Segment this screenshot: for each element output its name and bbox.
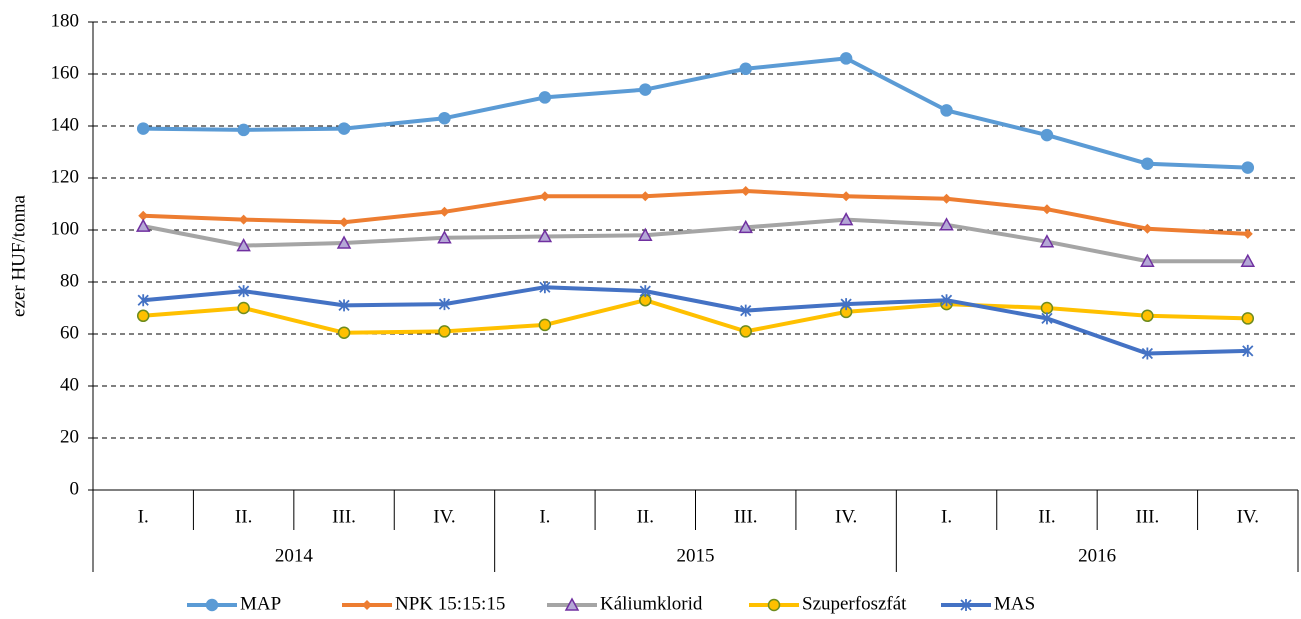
x-tick-label: II. [1038,506,1055,527]
marker [439,206,450,217]
marker [1141,157,1154,170]
marker [639,83,652,96]
legend-marker [362,600,372,610]
marker [337,326,351,339]
x-tick-label: I. [539,506,550,527]
marker [1242,228,1253,239]
x-tick-label: I. [138,506,149,527]
marker [638,227,653,241]
marker [337,122,351,135]
marker [639,285,651,298]
x-group-label: 2015 [677,545,715,566]
y-axis-label: ezer HUF/tonna [8,195,29,317]
marker [1040,128,1054,142]
series-line [142,217,1248,264]
marker [238,214,249,225]
series-line [143,56,1248,170]
marker [539,191,550,202]
marker [136,309,150,323]
y-tick-label: 40 [60,374,79,395]
marker [1241,161,1255,174]
marker [438,298,451,311]
marker [237,301,250,315]
x-tick-label: I. [941,506,952,527]
legend-marker [767,598,781,612]
y-tick-label: 140 [51,114,80,135]
x-group-label: 2016 [1078,545,1116,566]
marker [537,228,553,243]
marker [136,122,150,135]
marker [1041,312,1053,325]
marker [135,218,151,232]
y-tick-label: 120 [51,166,80,187]
marker [237,123,250,137]
marker [336,235,352,249]
y-tick-label: 0 [70,478,80,499]
marker [1141,309,1154,323]
marker [1141,347,1154,360]
legend-label: MAP [240,593,281,614]
marker [941,193,952,204]
legend-marker [564,597,580,611]
marker [940,294,953,307]
x-group-label: 2014 [275,545,314,566]
legend-marker [960,599,972,611]
x-tick-label: III. [332,506,356,527]
marker [138,210,149,221]
x-tick-label: IV. [835,506,857,527]
marker [939,217,954,231]
marker [1039,234,1055,248]
marker [1241,312,1255,325]
marker [1040,301,1054,315]
marker [437,230,452,244]
marker [739,325,752,338]
marker [640,191,651,202]
marker [1142,223,1153,234]
y-tick-label: 60 [60,322,79,343]
legend-label: Káliumklorid [600,593,703,614]
marker [1041,204,1052,215]
marker [538,318,552,332]
x-tick-label: IV. [1237,506,1259,527]
marker [840,298,852,311]
marker [1240,253,1256,267]
marker [738,219,753,234]
marker [841,191,852,202]
marker [339,217,350,228]
marker [1242,344,1254,357]
marker [539,281,551,294]
marker [838,212,854,226]
marker [538,91,552,104]
x-tick-label: III. [1136,506,1160,527]
marker [237,285,250,298]
marker [740,304,752,317]
marker [740,186,751,196]
legend-label: Szuperfoszfát [802,593,907,614]
marker [739,62,752,76]
marker [839,52,853,65]
x-tick-label: II. [637,506,654,527]
y-tick-label: 180 [51,10,80,31]
marker [438,325,451,338]
marker [940,104,953,117]
marker [338,299,350,312]
marker [137,294,149,307]
y-tick-label: 20 [60,426,79,447]
y-tick-label: 80 [60,270,79,291]
marker [236,238,251,252]
series-line [143,189,1248,236]
legend-marker [205,598,219,612]
x-tick-label: III. [734,506,758,527]
marker [1140,253,1155,267]
series-line [143,285,1248,356]
x-tick-label: II. [235,506,252,527]
x-tick-label: IV. [433,506,455,527]
y-tick-label: 100 [51,218,80,239]
legend-label: NPK 15:15:15 [395,593,505,614]
y-tick-label: 160 [51,62,80,83]
marker [438,111,451,125]
legend-label: MAS [994,593,1035,614]
series-line [143,298,1248,335]
